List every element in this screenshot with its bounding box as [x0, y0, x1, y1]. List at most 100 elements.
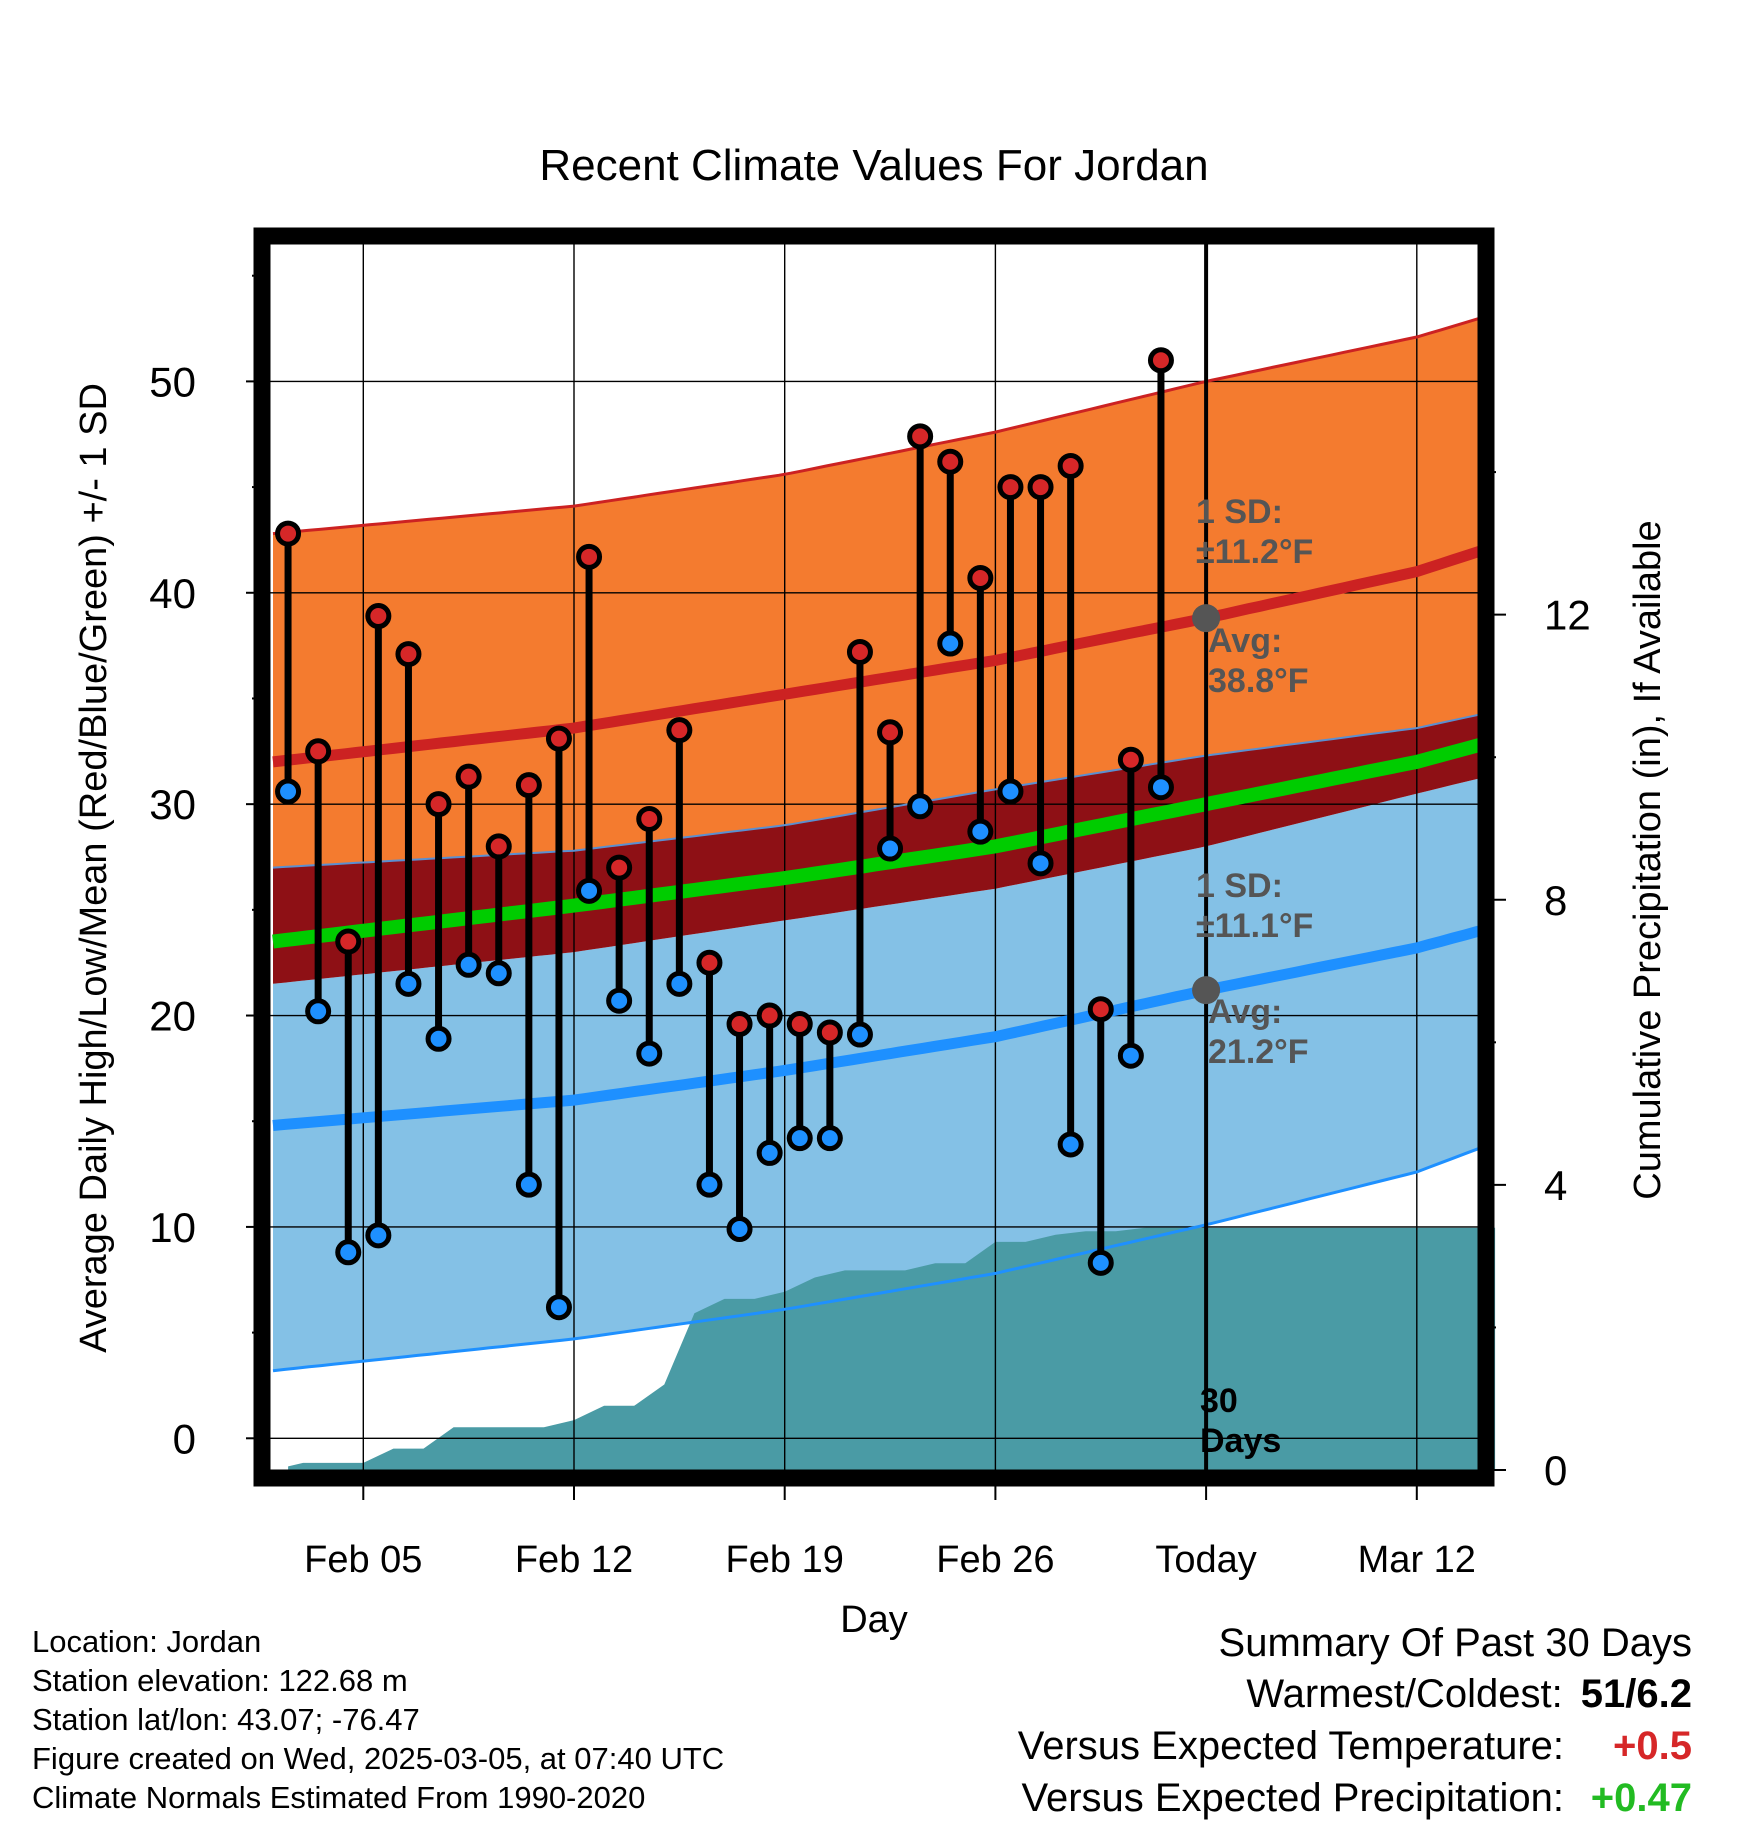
low-marker: [1087, 1249, 1114, 1276]
low-marker: [485, 960, 512, 987]
low-marker: [1027, 850, 1054, 877]
x-tick-label: Feb 05: [304, 1539, 422, 1581]
high-marker: [545, 725, 572, 752]
y-tick-label-left: 10: [149, 1204, 196, 1251]
plot-border: [253, 227, 1495, 1487]
low-sd-annotation: 1 SD: ±11.1°F: [1196, 867, 1313, 945]
temperature-value: +0.5: [1613, 1724, 1692, 1768]
low-marker: [425, 1025, 452, 1052]
high-marker: [275, 520, 302, 547]
low-marker: [606, 987, 633, 1014]
warmest-coldest-row: Warmest/Coldest: 51/6.2: [1018, 1668, 1692, 1720]
y-axis-right-label: Cumulative Precipitation (in), If Availa…: [1627, 520, 1669, 1199]
location-text: Location: Jordan: [32, 1624, 262, 1659]
high-marker: [636, 805, 663, 832]
high-marker: [846, 638, 873, 665]
high-marker: [967, 564, 994, 591]
plot-frame: [253, 227, 1495, 1487]
temperature-label: Versus Expected Temperature:: [1017, 1724, 1564, 1768]
low-marker: [515, 1171, 542, 1198]
y-tick-label-left: 20: [149, 993, 196, 1040]
low-marker: [365, 1222, 392, 1249]
x-tick-label: Today: [1155, 1539, 1256, 1581]
elevation-text: Station elevation: 122.68 m: [32, 1663, 408, 1698]
chart-title: Recent Climate Values For Jordan: [539, 141, 1208, 190]
low-marker: [877, 835, 904, 862]
high-average-line: [272, 542, 1491, 768]
window-annotation: 30 Days: [1200, 1382, 1281, 1460]
low-marker: [1147, 774, 1174, 801]
high-marker: [305, 738, 332, 765]
low-average-annotation: Avg: 21.2°F: [1208, 993, 1309, 1071]
x-tick-label: Mar 12: [1358, 1539, 1476, 1581]
low-marker: [1057, 1131, 1084, 1158]
mean-average-line: [272, 735, 1491, 949]
low-marker: [576, 877, 603, 904]
high-average-dot: [1192, 604, 1221, 633]
high-marker: [425, 791, 452, 818]
low-marker: [395, 970, 422, 997]
y-tick-label-right: 4: [1544, 1162, 1567, 1209]
high-marker: [485, 833, 512, 860]
low-marker: [726, 1216, 753, 1243]
high-marker: [877, 719, 904, 746]
high-marker: [1057, 452, 1084, 479]
low-marker: [696, 1171, 723, 1198]
high-marker: [455, 763, 482, 790]
high-upper-line: [272, 314, 1490, 536]
high-marker: [666, 717, 693, 744]
high-marker: [606, 854, 633, 881]
high-marker: [1027, 474, 1054, 501]
low-marker: [545, 1294, 572, 1321]
precipitation-row: Versus Expected Precipitation: +0.47: [1018, 1772, 1692, 1824]
high-marker: [816, 1019, 843, 1046]
high-marker: [907, 423, 934, 450]
x-tick-label: Feb 12: [515, 1539, 633, 1581]
average-lines: [272, 314, 1491, 1373]
low-marker: [335, 1239, 362, 1266]
high-marker: [726, 1010, 753, 1037]
warmest-coldest-value: 51/6.2: [1580, 1672, 1692, 1716]
low-marker: [1117, 1042, 1144, 1069]
high-marker: [786, 1010, 813, 1037]
precipitation-value: +0.47: [1590, 1776, 1692, 1820]
x-tick-label: Feb 19: [726, 1539, 844, 1581]
low-average-line: [272, 923, 1491, 1131]
climate-bands: [273, 315, 1496, 1470]
y-tick-label-right: 0: [1544, 1447, 1567, 1494]
low-marker: [846, 1021, 873, 1048]
y-tick-label-left: 0: [173, 1415, 196, 1462]
low-marker: [636, 1040, 663, 1067]
high-marker: [696, 949, 723, 976]
y-tick-label-right: 8: [1544, 877, 1567, 924]
low-marker: [756, 1139, 783, 1166]
low-marker: [666, 970, 693, 997]
daily-markers: [275, 244, 1221, 1470]
low-marker: [816, 1125, 843, 1152]
created-text: Figure created on Wed, 2025-03-05, at 07…: [32, 1741, 725, 1776]
axes: 0 10 20 30 40 50 0 4 8 12 Feb 05 Feb 12 Feb 19 Feb 26…: [149, 274, 1591, 1581]
warmest-coldest-label: Warmest/Coldest:: [1246, 1672, 1563, 1716]
low-marker: [967, 818, 994, 845]
latlon-text: Station lat/lon: 43.07; -76.47: [32, 1702, 420, 1737]
high-lower-line: [272, 711, 1490, 869]
low-marker: [937, 630, 964, 657]
high-sd-annotation: 1 SD: ±11.2°F: [1196, 493, 1313, 571]
high-marker: [335, 928, 362, 955]
x-tick-label: Feb 26: [936, 1539, 1054, 1581]
station-info: Location: Jordan Station elevation: 122.…: [32, 1622, 724, 1817]
low-sd-band: [273, 776, 1489, 1371]
summary-title: Summary Of Past 30 Days: [1218, 1621, 1692, 1665]
low-lower-line: [272, 1143, 1490, 1373]
precipitation-area: [288, 1227, 1496, 1470]
low-marker: [305, 998, 332, 1025]
y-tick-label-left: 30: [149, 781, 196, 828]
high-average-annotation: Avg: 38.8°F: [1208, 622, 1309, 700]
high-marker: [1147, 347, 1174, 374]
y-tick-label-left: 40: [149, 570, 196, 617]
daily-range-stems: [284, 360, 1165, 1308]
y-axis-left-label: Average Daily High/Low/Mean (Red/Blue/Gr…: [73, 383, 115, 1353]
high-marker: [1117, 746, 1144, 773]
low-marker: [275, 778, 302, 805]
